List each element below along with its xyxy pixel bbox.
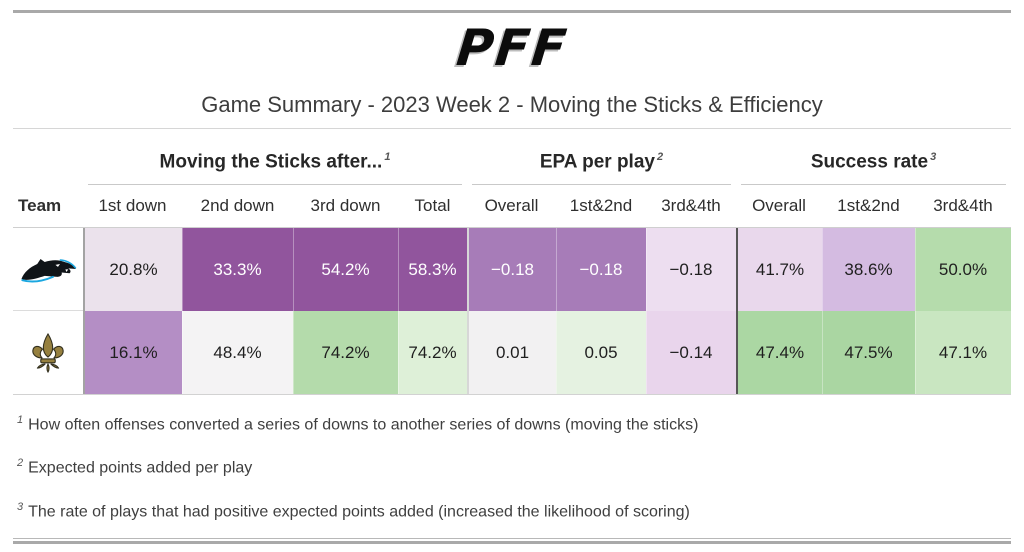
stat-cell-epa-1st-2nd: −0.18 xyxy=(556,228,646,311)
footnote-3: 3 The rate of plays that had positive exp… xyxy=(17,495,1011,524)
footnote-text: The rate of plays that had positive expe… xyxy=(28,502,690,520)
footnotes: 1 How often offenses converted a series o… xyxy=(17,408,1011,524)
title-divider xyxy=(13,128,1011,129)
stat-cell-sticks-total: 58.3% xyxy=(398,228,467,311)
stat-cell-sticks-1st-down: 20.8% xyxy=(83,228,182,311)
stat-cell-sticks-3rd-down: 74.2% xyxy=(293,311,398,394)
stat-cell-success-3rd-4th: 47.1% xyxy=(915,311,1011,394)
group-underline xyxy=(88,184,462,185)
column-header-total: Total xyxy=(414,196,451,215)
top-divider xyxy=(13,10,1011,13)
column-header-success-3rd-4th: 3rd&4th xyxy=(933,196,993,215)
stats-table: Moving the Sticks after... 1 EPA per play… xyxy=(13,129,1011,395)
column-header-row: Team 1st down 2nd down 3rd down Total Ov… xyxy=(13,185,1011,227)
footnote-1: 1 How often offenses converted a series o… xyxy=(17,408,1011,437)
group-label: Moving the Sticks after... 1 xyxy=(160,151,391,173)
stat-cell-success-1st-2nd: 47.5% xyxy=(822,311,915,394)
stat-cell-success-3rd-4th: 50.0% xyxy=(915,228,1011,311)
team-cell xyxy=(13,228,83,311)
column-header-epa-overall: Overall xyxy=(484,196,539,215)
bottom-divider-thin-line xyxy=(13,537,1011,539)
carolina-panthers-logo xyxy=(21,259,77,283)
footnote-text: Expected points added per play xyxy=(28,459,253,477)
stat-cell-sticks-2nd-down: 48.4% xyxy=(182,311,293,394)
stat-cell-epa-1st-2nd: 0.05 xyxy=(556,311,646,394)
header-divider xyxy=(13,227,1011,228)
footnote-number: 2 xyxy=(17,457,24,470)
group-label: EPA per play 2 xyxy=(540,151,663,173)
team-cell xyxy=(13,311,83,394)
footnote-text: How often offenses converted a series of… xyxy=(28,416,699,434)
bottom-divider xyxy=(13,537,1011,544)
group-label: Success rate 3 xyxy=(811,151,936,173)
group-superscript: 1 xyxy=(384,150,391,163)
stat-cell-success-overall: 47.4% xyxy=(736,311,822,394)
stat-cell-epa-3rd-4th: −0.14 xyxy=(646,311,736,394)
page-title: Game Summary - 2023 Week 2 - Moving the … xyxy=(201,92,823,117)
column-header-3rd-down: 3rd down xyxy=(310,196,381,215)
column-header-epa-3rd-4th: 3rd&4th xyxy=(661,196,721,215)
group-superscript: 2 xyxy=(656,150,664,163)
stat-cell-sticks-total: 74.2% xyxy=(398,311,467,394)
stat-cell-sticks-3rd-down: 54.2% xyxy=(293,228,398,311)
stat-cell-epa-overall: −0.18 xyxy=(467,228,556,311)
table-row-saints: 16.1% 48.4% 74.2% 74.2% 0.01 0.05 −0.14 … xyxy=(13,311,1011,394)
column-group-moving-the-sticks: Moving the Sticks after... 1 xyxy=(83,129,467,185)
table-row-panthers: 20.8% 33.3% 54.2% 58.3% −0.18 −0.18 −0.1… xyxy=(13,228,1011,311)
group-label-text: Success rate xyxy=(810,151,929,172)
logo-row: PFF xyxy=(0,16,1024,80)
footnote-2: 2 Expected points added per play xyxy=(17,451,1011,480)
column-header-success-overall: Overall xyxy=(752,196,806,215)
column-header-success-1st-2nd: 1st&2nd xyxy=(837,196,900,215)
group-underline xyxy=(741,184,1006,185)
column-header-epa-1st-2nd: 1st&2nd xyxy=(569,196,633,215)
report-page: PFF Game Summary - 2023 Week 2 - Moving … xyxy=(0,10,1024,552)
column-header-2nd-down: 2nd down xyxy=(200,196,275,215)
column-header-team: Team xyxy=(18,196,62,215)
stat-cell-success-overall: 41.7% xyxy=(736,228,822,311)
group-underline xyxy=(472,184,731,185)
column-group-success-rate: Success rate 3 xyxy=(736,129,1011,185)
column-header-1st-down: 1st down xyxy=(98,196,167,215)
stat-cell-sticks-1st-down: 16.1% xyxy=(83,311,182,394)
stat-cell-epa-3rd-4th: −0.18 xyxy=(646,228,736,311)
group-spacer xyxy=(13,129,83,185)
bottom-divider-thick-line xyxy=(13,540,1011,544)
group-label-text: Moving the Sticks after... xyxy=(159,151,383,172)
group-superscript: 3 xyxy=(930,150,937,163)
column-group-epa-per-play: EPA per play 2 xyxy=(467,129,736,185)
stat-cell-epa-overall: 0.01 xyxy=(467,311,556,394)
footnote-number: 3 xyxy=(17,500,24,513)
stat-cell-sticks-2nd-down: 33.3% xyxy=(182,228,293,311)
table-bottom-divider xyxy=(13,394,1011,395)
stat-cell-success-1st-2nd: 38.6% xyxy=(822,228,915,311)
pff-logo: PFF xyxy=(453,19,571,77)
group-label-text: EPA per play xyxy=(539,151,655,172)
footnote-number: 1 xyxy=(17,414,24,426)
new-orleans-saints-logo xyxy=(32,332,64,373)
column-group-row: Moving the Sticks after... 1 EPA per play… xyxy=(13,129,1011,185)
